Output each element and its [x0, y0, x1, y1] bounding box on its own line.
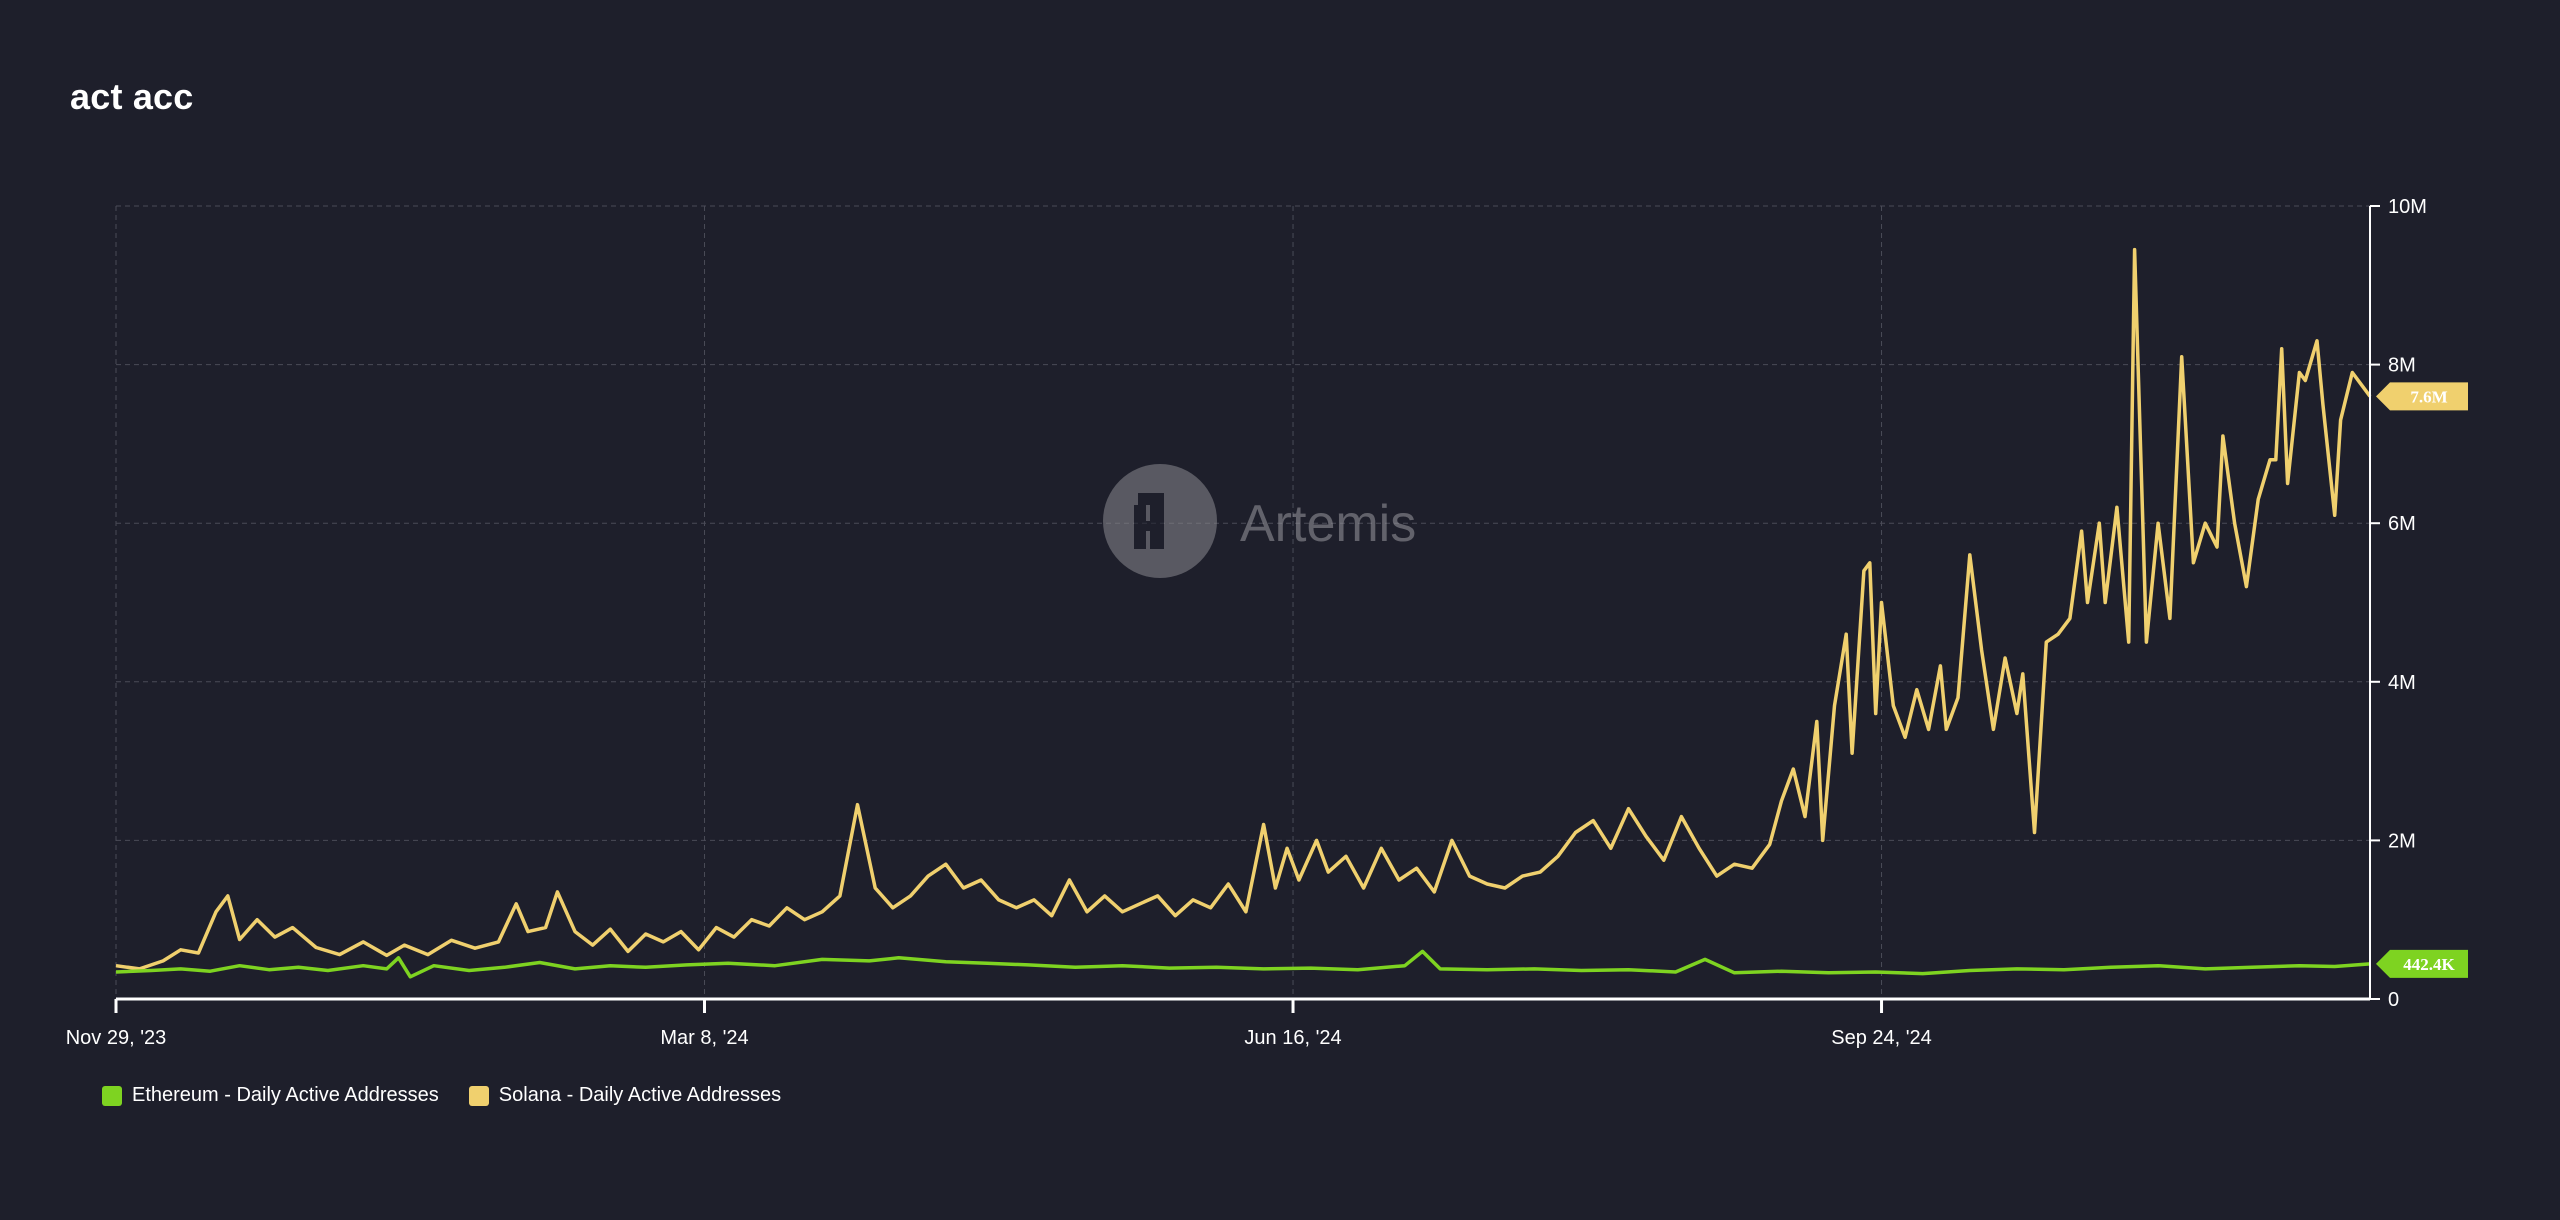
legend: Ethereum - Daily Active Addresses Solana… [102, 1084, 781, 1107]
x-tick-label: Mar 8, '24 [660, 1027, 748, 1049]
series-line-ethereum [115, 949, 2371, 979]
axes: 0 2M 4M 6M 8M 10M Nov 29, '23 Mar 8, '24 Jun 16,… [66, 196, 2427, 1049]
legend-item-ethereum[interactable]: Ethereum - Daily Active Addresses [102, 1084, 439, 1107]
y-tick-label: 2M [2388, 830, 2416, 852]
legend-swatch-solana [468, 1085, 489, 1106]
value-tag-label-solana: 7.6M [2410, 387, 2447, 406]
watermark-text: Artemis [1240, 495, 1416, 553]
y-tick-label: 6M [2388, 513, 2416, 535]
legend-swatch-ethereum [102, 1085, 122, 1106]
legend-label-ethereum: Ethereum - Daily Active Addresses [132, 1084, 439, 1106]
x-tick-label: Jun 16, '24 [1244, 1027, 1341, 1049]
legend-label-solana: Solana - Daily Active Addresses [498, 1084, 782, 1106]
y-tick-label: 0 [2388, 989, 2399, 1011]
series-layer [115, 247, 2372, 979]
value-tag-label-ethereum: 442.4K [2403, 955, 2455, 974]
value-tag-solana [2376, 382, 2468, 411]
x-tick-label: Nov 29, '23 [66, 1027, 167, 1049]
artemis-logo-glyph [1134, 493, 1164, 549]
x-tick-label: Sep 24, '24 [1831, 1027, 1932, 1049]
series-line-solana [115, 247, 2372, 971]
grid-lines [115, 205, 2370, 999]
legend-item-solana[interactable]: Solana - Daily Active Addresses [468, 1084, 782, 1107]
value-tag-ethereum [2376, 949, 2468, 978]
last-value-tags: 7.6M 442.4K [2376, 382, 2468, 978]
y-tick-label: 8M [2388, 355, 2416, 377]
watermark: Artemis [1103, 464, 1416, 578]
chart-title: act acc [70, 76, 194, 117]
y-tick-label: 4M [2388, 672, 2416, 694]
y-tick-label: 10M [2388, 196, 2427, 218]
